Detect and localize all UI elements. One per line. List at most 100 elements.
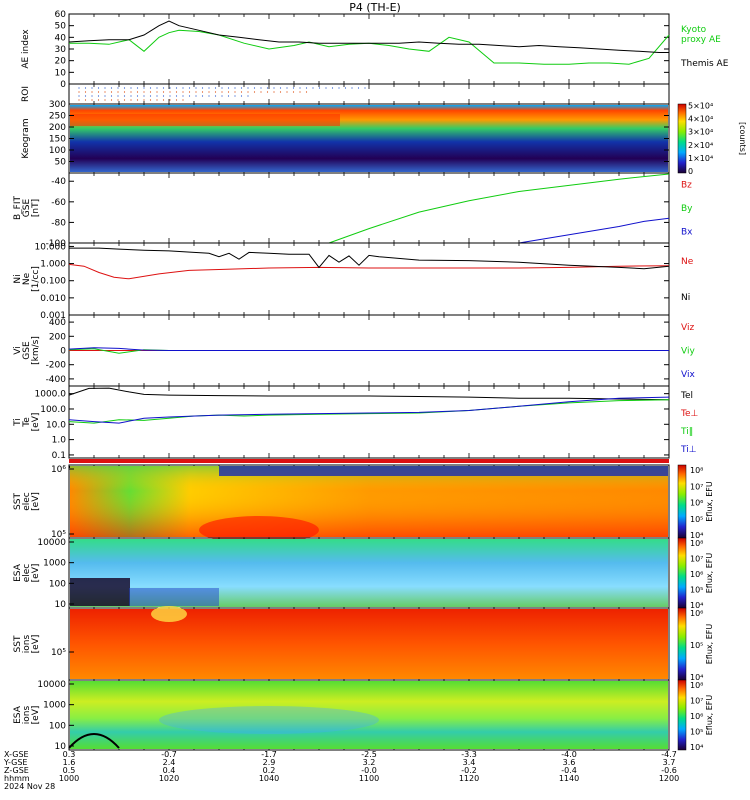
roi-dot bbox=[104, 95, 106, 97]
roi-dot bbox=[84, 87, 87, 89]
y-tick-label: 10.0 bbox=[46, 420, 66, 430]
y-axis-label: [1/cc] bbox=[31, 266, 41, 292]
roi-dot bbox=[91, 99, 93, 101]
y-tick-label: 0 bbox=[60, 347, 66, 357]
legend-label: Tel bbox=[680, 391, 693, 401]
colorbar-tick-label: 10⁸ bbox=[690, 681, 703, 690]
roi-dot bbox=[234, 91, 236, 93]
y-axis-label: SST bbox=[13, 635, 23, 652]
y-axis-label: Ti bbox=[13, 418, 23, 427]
footer-value: 1.6 bbox=[63, 758, 76, 767]
roi-dot bbox=[78, 95, 80, 97]
footer-value: 2.4 bbox=[163, 758, 176, 767]
roi-dot bbox=[123, 95, 126, 97]
legend-label: Ni bbox=[681, 293, 690, 303]
roi-dot bbox=[97, 87, 100, 89]
legend-label: Kyoto bbox=[681, 25, 707, 35]
footer-value: -0.0 bbox=[361, 766, 377, 775]
colorbar-tick-label: 0 bbox=[688, 167, 693, 176]
y-tick-label: -100 bbox=[46, 239, 67, 249]
roi-dot bbox=[182, 91, 184, 93]
roi-dot bbox=[156, 87, 158, 89]
roi-dot bbox=[97, 95, 100, 97]
legend-label: Vix bbox=[681, 370, 695, 380]
footer-value: 0.2 bbox=[263, 766, 276, 775]
roi-dot bbox=[325, 87, 327, 89]
roi-dot bbox=[130, 91, 132, 93]
roi-dot bbox=[123, 91, 126, 93]
roi-dot bbox=[175, 95, 178, 97]
y-tick-label: 1000.0 bbox=[35, 390, 67, 400]
y-axis-label: GSE bbox=[22, 199, 32, 218]
y-tick-label: 10000 bbox=[37, 680, 66, 690]
y-axis-label: [eV] bbox=[31, 635, 41, 654]
colorbar-sst_i bbox=[677, 607, 687, 681]
roi-dot bbox=[136, 99, 139, 101]
legend-label: Bz bbox=[681, 181, 692, 191]
roi-dot bbox=[292, 91, 295, 93]
colorbar-label: Eflux, EFU bbox=[705, 481, 714, 522]
roi-dot bbox=[169, 91, 171, 93]
y-tick-label: 150 bbox=[49, 135, 66, 145]
y-tick-label: 20 bbox=[55, 57, 67, 67]
roi-dot bbox=[299, 87, 301, 89]
footer-value: 3.6 bbox=[563, 758, 576, 767]
series-ni bbox=[69, 247, 670, 270]
roi-dot bbox=[240, 87, 243, 89]
series-bx bbox=[518, 217, 670, 244]
roi-dot bbox=[123, 99, 126, 101]
series-temperature bbox=[68, 396, 670, 424]
roi-dot bbox=[221, 95, 223, 97]
series-temperature bbox=[68, 399, 670, 424]
roi-dot bbox=[143, 91, 145, 93]
y-tick-label: 0 bbox=[60, 80, 66, 90]
colorbar-tick-label: 1×10⁴ bbox=[688, 154, 713, 163]
y-tick-label: 0.1 bbox=[52, 451, 66, 461]
roi-dot bbox=[318, 87, 321, 89]
roi-dot bbox=[130, 95, 132, 97]
y-tick-label: -60 bbox=[51, 198, 66, 208]
roi-dot bbox=[234, 95, 236, 97]
colorbar-tick-label: 10⁸ bbox=[690, 466, 703, 475]
roi-dot bbox=[221, 91, 223, 93]
plot-title: P4 (TH-E) bbox=[349, 1, 401, 14]
keogram-aurora-band bbox=[70, 114, 340, 126]
roi-dot bbox=[214, 95, 217, 97]
colorbar-label: Eflux, EFU bbox=[705, 624, 714, 665]
roi-dot bbox=[227, 91, 230, 93]
colorbar-tick-label: 4×10⁴ bbox=[688, 115, 713, 124]
y-axis-label: ions bbox=[22, 634, 32, 653]
y-tick-label: -40 bbox=[51, 177, 66, 187]
footer-value: -0.2 bbox=[461, 766, 477, 775]
legend-label: Themis AE bbox=[680, 59, 729, 69]
roi-dot bbox=[357, 87, 360, 89]
roi-dot bbox=[195, 87, 197, 89]
y-axis-label: ROI bbox=[21, 86, 31, 102]
roi-dot bbox=[143, 87, 145, 89]
y-tick-label: 200 bbox=[49, 123, 66, 133]
colorbar-tick-label: 10⁶ bbox=[690, 570, 703, 579]
roi-dot bbox=[286, 87, 288, 89]
y-axis-label: GSE bbox=[22, 341, 32, 360]
y-axis-label: [eV] bbox=[31, 413, 41, 432]
roi-dot bbox=[208, 91, 210, 93]
roi-dot bbox=[169, 99, 171, 101]
footer-value: 1020 bbox=[159, 774, 179, 783]
y-axis-label: [km/s] bbox=[31, 336, 41, 365]
roi-dot bbox=[104, 87, 106, 89]
footer-value: 0.3 bbox=[63, 750, 76, 759]
y-tick-label: 0.010 bbox=[40, 294, 66, 304]
roi-dot bbox=[299, 91, 301, 93]
roi-dot bbox=[195, 91, 197, 93]
roi-dot bbox=[253, 91, 256, 93]
roi-dot bbox=[292, 87, 295, 89]
colorbar-tick-label: 10⁵ bbox=[690, 641, 703, 650]
roi-dot bbox=[130, 99, 132, 101]
roi-dot bbox=[188, 95, 191, 97]
colorbar-tick-label: 10⁴ bbox=[690, 673, 703, 682]
footer-value: -0.4 bbox=[561, 766, 577, 775]
footer-value: -1.7 bbox=[261, 750, 277, 759]
y-tick-label: 100 bbox=[49, 721, 66, 731]
colorbar-tick-label: 10⁷ bbox=[690, 555, 703, 564]
